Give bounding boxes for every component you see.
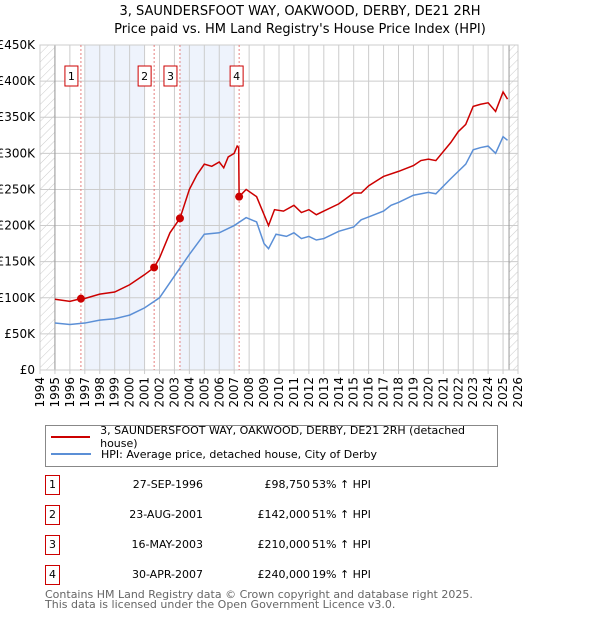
sale-point: [175, 214, 184, 223]
footer-line-1: Contains HM Land Registry data © Crown c…: [45, 588, 473, 601]
x-tick-label: 2009: [257, 377, 271, 408]
legend-swatch-hpi: [51, 453, 91, 455]
sale-number: 2: [45, 505, 60, 525]
sale-label: 4: [233, 70, 240, 83]
sale-hpi-diff: 51% ↑ HPI: [312, 538, 371, 551]
hatched-region: [40, 45, 55, 370]
sale-point: [235, 192, 244, 201]
x-tick-label: 2019: [406, 377, 420, 408]
x-tick-label: 2025: [496, 377, 510, 408]
sale-price: £142,000: [257, 508, 311, 521]
x-tick-label: 2021: [436, 377, 450, 408]
hpi-line: [54, 135, 509, 326]
x-tick-label: 2018: [392, 377, 406, 408]
x-tick-label: 2006: [212, 377, 226, 408]
x-tick-label: 2026: [511, 377, 525, 408]
sale-label: 1: [68, 70, 75, 83]
x-tick-label: 2013: [317, 377, 331, 408]
x-tick-label: 2007: [227, 377, 241, 408]
x-tick-label: 2002: [153, 377, 167, 408]
x-tick-label: 2022: [451, 377, 465, 408]
chart-title: 3, SAUNDERSFOOT WAY, OAKWOOD, DERBY, DE2…: [119, 4, 481, 19]
sale-point: [150, 263, 159, 272]
footer-line-2: This data is licensed under the Open Gov…: [45, 598, 396, 611]
sale-date: 30-APR-2007: [131, 568, 203, 581]
sale-date: 23-AUG-2001: [129, 508, 203, 521]
legend: 3, SAUNDERSFOOT WAY, OAKWOOD, DERBY, DE2…: [45, 424, 498, 467]
sale-hpi-diff: 19% ↑ HPI: [312, 568, 371, 581]
x-tick-label: 1994: [33, 377, 47, 408]
y-tick-label: £150K: [0, 255, 36, 269]
x-tick-label: 1999: [108, 377, 122, 408]
sale-price: £98,750: [264, 478, 311, 491]
sale-price: £210,000: [257, 538, 311, 551]
x-tick-label: 2000: [123, 377, 137, 408]
property-price-line: [54, 90, 509, 303]
x-tick-label: 2014: [332, 377, 346, 408]
hatched-region: [509, 45, 518, 370]
x-tick-label: 2023: [466, 377, 480, 408]
y-tick-label: £200K: [0, 219, 36, 233]
x-tick-label: 2003: [167, 377, 181, 408]
shaded-region: [179, 45, 235, 370]
legend-label-hpi: HPI: Average price, detached house, City…: [101, 447, 378, 461]
plot-frame: [39, 44, 519, 371]
sale-point: [76, 294, 85, 303]
x-tick-label: 2011: [287, 377, 301, 408]
y-tick-label: £250K: [0, 182, 36, 196]
sale-label-box: [163, 65, 178, 87]
x-tick-label: 1998: [93, 377, 107, 408]
x-tick-label: 1996: [63, 377, 77, 408]
price-chart: 1994 1995 1996 1997 1998 1999 2000 2001 2002 2003…: [0, 38, 525, 408]
sale-number: 4: [45, 565, 60, 585]
sale-price: £240,000: [257, 568, 311, 581]
x-tick-label: 2017: [377, 377, 391, 408]
y-tick-label: £0: [20, 363, 35, 377]
y-tick-label: £400K: [0, 74, 36, 88]
y-tick-label: £350K: [0, 110, 36, 124]
x-tick-label: 2015: [347, 377, 361, 408]
x-tick-label: 2008: [242, 377, 256, 408]
sale-label-box: [229, 65, 244, 87]
x-tick-label: 1995: [48, 377, 62, 408]
y-tick-label: £450K: [0, 38, 36, 52]
x-tick-label: 2005: [197, 377, 211, 408]
y-tick-label: £300K: [0, 146, 36, 160]
x-tick-label: 2010: [272, 377, 286, 408]
x-tick-label: 2024: [481, 377, 495, 408]
sale-label-box: [137, 65, 152, 87]
sale-hpi-diff: 51% ↑ HPI: [312, 508, 371, 521]
sale-label: 3: [167, 70, 174, 83]
sale-number: 1: [45, 475, 60, 495]
x-tick-label: 1997: [78, 377, 92, 408]
x-tick-label: 2012: [302, 377, 316, 408]
y-tick-label: £50K: [4, 327, 36, 341]
sale-number: 3: [45, 535, 60, 555]
legend-label-property: 3, SAUNDERSFOOT WAY, OAKWOOD, DERBY, DE2…: [100, 424, 466, 450]
x-tick-label: 2001: [138, 377, 152, 408]
y-tick-label: £100K: [0, 291, 36, 305]
legend-swatch-property: [51, 436, 91, 438]
x-tick-label: 2020: [421, 377, 435, 408]
x-tick-label: 2016: [362, 377, 376, 408]
sale-label-box: [64, 65, 79, 87]
sale-label: 2: [141, 70, 148, 83]
sale-date: 27-SEP-1996: [132, 478, 203, 491]
x-tick-label: 2004: [182, 377, 196, 408]
footer: Contains HM Land Registry data © Crown c…: [45, 588, 473, 611]
sale-hpi-diff: 53% ↑ HPI: [312, 478, 371, 491]
sale-date: 16-MAY-2003: [131, 538, 203, 551]
chart-subtitle: Price paid vs. HM Land Registry's House …: [114, 22, 486, 37]
